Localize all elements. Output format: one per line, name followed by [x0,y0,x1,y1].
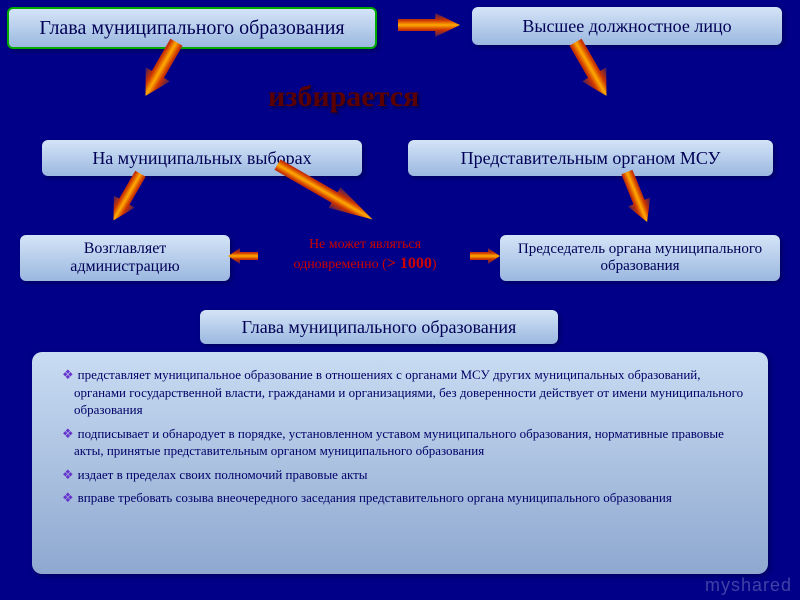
central-word: избирается [268,80,419,114]
arrow-icon [228,248,258,264]
arrow-icon [616,167,658,226]
box-left-low-text: Возглавляет администрацию [28,240,222,276]
box-right-low-text: Председатель органа муниципального образ… [508,241,772,275]
arrow-icon [470,248,500,264]
list-item: подписывает и обнародует в порядке, уста… [62,425,748,460]
list-item: вправе требовать созыва внеочередного за… [62,489,748,507]
note-line2-bold: > 1000 [387,255,432,272]
box-left-mid: На муниципальных выборах [42,140,362,176]
powers-panel: представляет муниципальное образование в… [32,352,768,574]
box-title: Глава муниципального образования [7,7,377,49]
watermark: myshared [705,575,792,596]
note-line2-pre: одновременно ( [293,257,386,272]
arrow-icon [398,13,460,37]
box-right-mid-text: Представительным органом МСУ [461,148,721,169]
arrow-icon [103,168,151,227]
box-sub-header-text: Глава муниципального образования [242,317,517,338]
box-right-low: Председатель органа муниципального образ… [500,235,780,281]
list-item: издает в пределах своих полномочий право… [62,466,748,484]
box-title-text: Глава муниципального образования [39,17,344,40]
box-left-low: Возглавляет администрацию [20,235,230,281]
note-line1: Не может являться [309,237,421,252]
watermark-text: myshared [705,575,792,595]
list-item: представляет муниципальное образование в… [62,366,748,419]
box-top-right-text: Высшее должностное лицо [522,16,731,37]
central-word-text: избирается [268,80,419,113]
box-top-right: Высшее должностное лицо [472,7,782,45]
powers-list: представляет муниципальное образование в… [62,366,748,507]
box-sub-header: Глава муниципального образования [200,310,558,344]
box-right-mid: Представительным органом МСУ [408,140,773,176]
note-line2-post: ) [432,257,437,272]
arrow-icon [563,35,618,103]
constraint-note: Не может являться одновременно (> 1000) [255,236,475,275]
